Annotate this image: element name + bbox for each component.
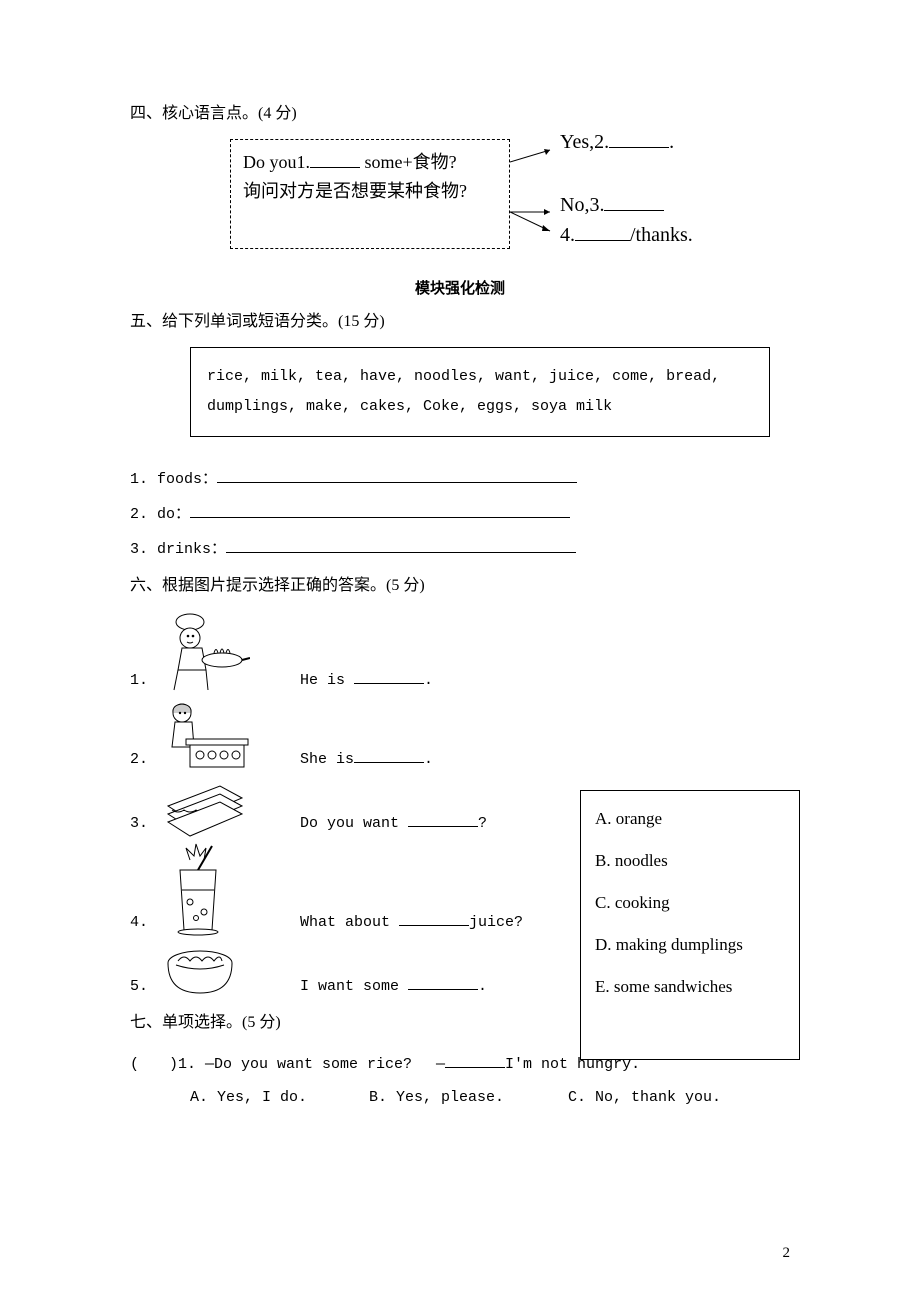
r1-pre: Yes,	[560, 131, 594, 153]
arrow-lower	[510, 209, 560, 239]
word-bank-l1: rice, milk, tea, have, noodles, want, ju…	[207, 362, 753, 392]
blank	[217, 469, 577, 483]
box-l1-num: 1.	[297, 152, 311, 172]
t3-pre: Do you want	[300, 815, 408, 832]
q6-num-4: 4.	[130, 914, 160, 937]
r1-post: .	[669, 131, 674, 153]
r3-num: 4.	[560, 224, 575, 246]
fill-1-label: 1. foods：	[130, 471, 217, 488]
q6-text-1: He is .	[300, 670, 433, 695]
choice-a: A. orange	[595, 809, 785, 829]
girl-making-icon	[160, 699, 250, 774]
arrow-upper	[510, 147, 560, 167]
q6-text-4: What about juice?	[300, 912, 523, 937]
q6-text-5: I want some .	[300, 976, 487, 1001]
answer-thanks: 4. /thanks.	[560, 224, 693, 247]
t4-post: juice?	[469, 914, 523, 931]
q6-num-1: 1.	[130, 672, 160, 695]
sandwich-icon	[160, 778, 250, 838]
blank	[408, 976, 478, 990]
blank	[190, 504, 570, 518]
q6-row-2: 2. She is.	[130, 699, 790, 774]
q6-text-3: Do you want ?	[300, 813, 487, 838]
q6-img-noodles	[160, 941, 280, 1001]
blank	[310, 152, 360, 168]
t1-pre: He is	[300, 672, 354, 689]
t5-post: .	[478, 978, 487, 995]
q6-num-3: 3.	[130, 815, 160, 838]
q6-num-2: 2.	[130, 751, 160, 774]
blank	[408, 813, 478, 827]
r2-num: 3.	[589, 194, 604, 216]
choice-c: C. cooking	[595, 893, 785, 913]
chef-icon	[160, 610, 250, 695]
t2-pre: She is	[300, 751, 354, 768]
box-l1-post: some+食物?	[360, 152, 457, 172]
section-6-heading: 六、根据图片提示选择正确的答案。(5 分)	[130, 572, 790, 601]
fill-3-label: 3. drinks：	[130, 541, 226, 558]
section-4-heading: 四、核心语言点。(4 分)	[130, 100, 790, 129]
answer-no: No,3.	[560, 194, 664, 217]
choices-box: A. orange B. noodles C. cooking D. makin…	[580, 790, 800, 1060]
diagram: Do you1. some+食物? 询问对方是否想要某种食物? Yes,2.. …	[230, 139, 790, 269]
q6-img-juice	[160, 842, 280, 937]
word-bank-l2: dumplings, make, cakes, Coke, eggs, soya…	[207, 392, 753, 422]
blank	[445, 1054, 505, 1068]
page-number: 2	[783, 1245, 791, 1262]
r2-pre: No,	[560, 194, 589, 216]
blank	[609, 132, 669, 148]
q6-img-chef	[160, 610, 280, 695]
q7-q1-pre: ( )1. —Do you want some rice? —	[130, 1056, 445, 1073]
t2-post: .	[424, 751, 433, 768]
choice-d: D. making dumplings	[595, 935, 785, 955]
q6-text-2: She is.	[300, 749, 433, 774]
t3-post: ?	[478, 815, 487, 832]
q7-opt-c: C. No, thank you.	[568, 1089, 721, 1106]
blank	[354, 670, 424, 684]
t4-pre: What about	[300, 914, 399, 931]
blank	[354, 749, 424, 763]
t1-post: .	[424, 672, 433, 689]
q7-options: A. Yes, I do. B. Yes, please. C. No, tha…	[130, 1081, 790, 1114]
q7-opt-b: B. Yes, please.	[369, 1081, 559, 1114]
blank	[399, 912, 469, 926]
blank	[604, 195, 664, 211]
fill-line-2: 2. do：	[130, 502, 790, 523]
choice-e: E. some sandwiches	[595, 977, 785, 997]
section-5-heading: 五、给下列单词或短语分类。(15 分)	[130, 308, 790, 337]
choice-b: B. noodles	[595, 851, 785, 871]
juice-glass-icon	[160, 842, 235, 937]
fill-line-1: 1. foods：	[130, 467, 790, 488]
fill-line-3: 3. drinks：	[130, 537, 790, 558]
box-l1-pre: Do you	[243, 152, 297, 172]
r3-post: /thanks.	[630, 224, 693, 246]
t5-pre: I want some	[300, 978, 408, 995]
subheading-center: 模块强化检测	[130, 277, 790, 298]
q7-opt-a: A. Yes, I do.	[190, 1081, 360, 1114]
q6-num-5: 5.	[130, 978, 160, 1001]
noodle-bowl-icon	[160, 941, 240, 1001]
q6-row-1: 1. He is .	[130, 610, 790, 695]
q6-img-sandwich	[160, 778, 280, 838]
blank	[575, 225, 630, 241]
box-line-2: 询问对方是否想要某种食物?	[243, 177, 497, 206]
concept-box: Do you1. some+食物? 询问对方是否想要某种食物?	[230, 139, 510, 249]
box-line-1: Do you1. some+食物?	[243, 148, 497, 177]
section-6-body: 1. He is . 2.	[130, 610, 790, 1001]
fill-lines: 1. foods： 2. do： 3. drinks：	[130, 467, 790, 558]
q6-img-girl	[160, 699, 280, 774]
word-bank: rice, milk, tea, have, noodles, want, ju…	[190, 347, 770, 437]
blank	[226, 539, 576, 553]
r1-num: 2.	[594, 131, 609, 153]
answer-yes: Yes,2..	[560, 131, 674, 154]
fill-2-label: 2. do：	[130, 506, 190, 523]
